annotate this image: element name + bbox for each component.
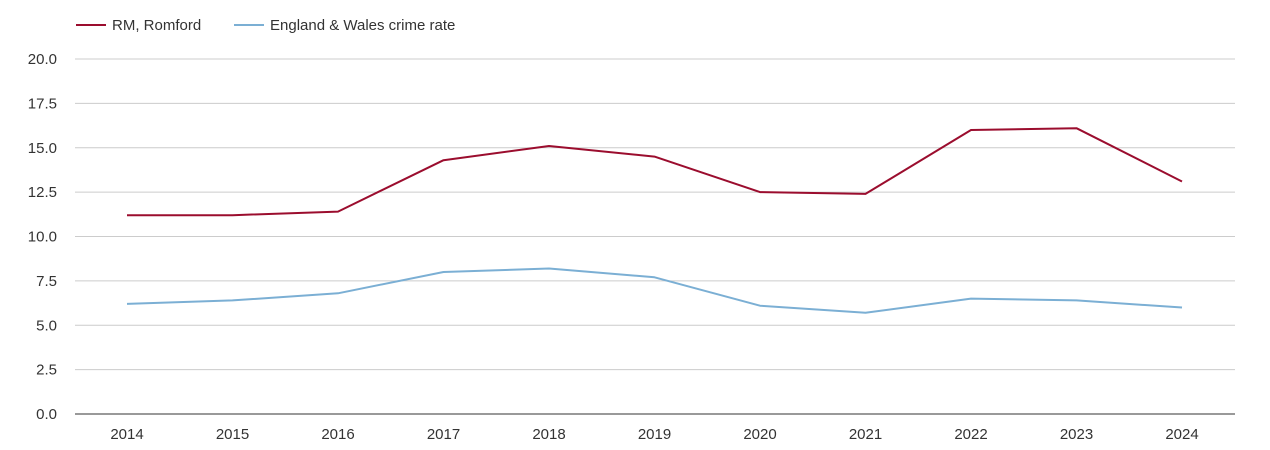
- y-tick-label: 10.0: [28, 229, 57, 246]
- series-lines: [126, 127, 1183, 314]
- y-tick-label: 17.5: [28, 95, 57, 112]
- x-tick-label: 2015: [216, 426, 249, 443]
- x-tick-label: 2019: [638, 426, 671, 443]
- x-tick-label: 2020: [743, 426, 776, 443]
- y-axis-ticks: 0.0 2.5 5.0 7.5 10.0 12.5 15.0 17.5 20.0: [28, 51, 57, 423]
- x-tick-label: 2022: [954, 426, 987, 443]
- x-tick-label: 2016: [321, 426, 354, 443]
- y-tick-label: 2.5: [36, 362, 57, 379]
- y-tick-label: 5.0: [36, 317, 57, 334]
- y-tick-label: 15.0: [28, 140, 57, 157]
- legend-item-romford[interactable]: RM, Romford: [76, 17, 201, 34]
- x-tick-label: 2023: [1060, 426, 1093, 443]
- x-tick-label: 2018: [532, 426, 565, 443]
- x-axis-ticks: 2014 2015 2016 2017 2018 2019 2020 2021 2022 2023…: [110, 426, 1198, 443]
- x-tick-label: 2024: [1165, 426, 1198, 443]
- legend-label-england-wales: England & Wales crime rate: [270, 17, 455, 34]
- y-tick-label: 7.5: [36, 273, 57, 290]
- y-tick-label: 20.0: [28, 51, 57, 68]
- x-tick-label: 2014: [110, 426, 143, 443]
- y-tick-label: 0.0: [36, 406, 57, 423]
- gridlines: [75, 58, 1235, 371]
- y-tick-label: 12.5: [28, 184, 57, 201]
- legend-label-romford: RM, Romford: [112, 17, 201, 34]
- series-line-england-wales[interactable]: [126, 267, 1183, 314]
- x-tick-label: 2017: [427, 426, 460, 443]
- legend: RM, Romford England & Wales crime rate: [76, 17, 455, 34]
- x-tick-label: 2021: [849, 426, 882, 443]
- legend-item-england-wales[interactable]: England & Wales crime rate: [234, 17, 455, 34]
- series-line-romford[interactable]: [127, 127, 1183, 217]
